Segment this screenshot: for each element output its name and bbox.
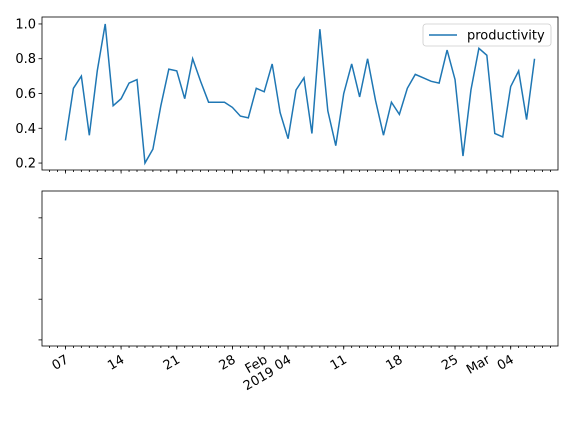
y-tick-label: 1.0 <box>15 17 36 32</box>
x-tick-label-line: 21 <box>161 352 183 373</box>
x-tick-label-line: 25 <box>439 352 461 373</box>
x-tick-label: Feb2019 <box>234 352 277 394</box>
x-tick-label-line: 18 <box>384 352 406 373</box>
x-tick-label: 07 <box>50 352 72 373</box>
x-tick-label: 11 <box>328 352 350 373</box>
y-tick-label: 0.4 <box>15 122 36 137</box>
x-tick-label: 28 <box>217 352 239 373</box>
axes-frame <box>41 190 559 347</box>
x-tick-label-line: 04 <box>272 352 294 373</box>
x-tick-label: 04 <box>272 352 294 373</box>
y-tick-label: 0.6 <box>15 87 36 102</box>
x-tick-label: 25 <box>439 352 461 373</box>
x-tick-label-line: 28 <box>217 352 239 373</box>
x-tick-label-line: 11 <box>328 352 350 373</box>
x-tick-label: 21 <box>161 352 183 373</box>
x-tick-label-line: Mar <box>464 352 493 378</box>
legend-label: productivity <box>467 29 545 44</box>
x-tick-label-line: 07 <box>50 352 72 373</box>
x-tick-label: 04 <box>495 352 517 373</box>
line <box>64 23 536 166</box>
x-tick-label: Mar <box>464 352 493 378</box>
x-tick-label-line: 04 <box>495 352 517 373</box>
y-tick-label: 0.8 <box>15 52 36 67</box>
x-tick-label: 18 <box>384 352 406 373</box>
x-tick-label: 14 <box>105 352 127 373</box>
legend-box <box>422 23 552 47</box>
y-tick-label: 0.2 <box>15 157 36 172</box>
x-tick-label-line: 14 <box>105 352 127 373</box>
